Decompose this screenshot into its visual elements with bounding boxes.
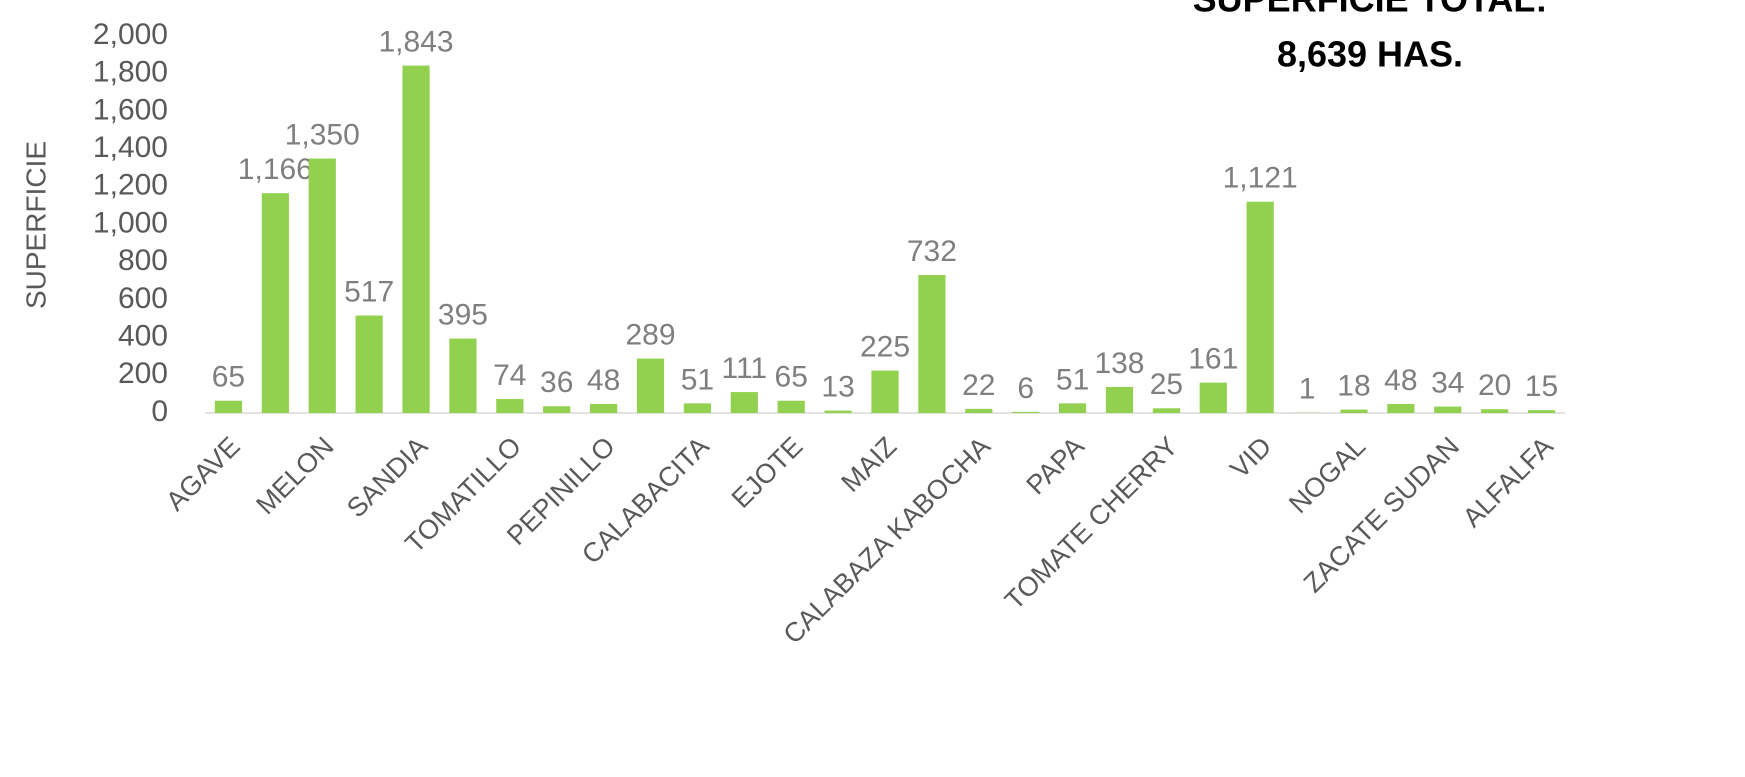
bar bbox=[1246, 201, 1274, 413]
value-label: 36 bbox=[540, 366, 573, 399]
x-tick-label: ALFALFA bbox=[1457, 431, 1559, 533]
y-tick-label: 1,800 bbox=[93, 56, 168, 89]
value-label: 65 bbox=[212, 361, 245, 394]
y-tick-label: 1,600 bbox=[93, 93, 168, 126]
value-label: 161 bbox=[1188, 343, 1238, 376]
value-label: 6 bbox=[1017, 372, 1034, 405]
value-label: 22 bbox=[962, 369, 995, 402]
y-tick-label: 2,000 bbox=[93, 18, 168, 51]
y-tick-label: 1,000 bbox=[93, 206, 168, 239]
value-label: 1,121 bbox=[1223, 162, 1298, 195]
y-axis-label: SUPERFICIE bbox=[20, 141, 51, 309]
y-tick-label: 800 bbox=[118, 244, 168, 277]
value-label: 25 bbox=[1150, 368, 1183, 401]
y-tick-label: 200 bbox=[118, 357, 168, 390]
bar bbox=[214, 400, 243, 413]
x-tick-label: VID bbox=[1224, 431, 1277, 484]
value-label: 13 bbox=[821, 370, 854, 403]
bar bbox=[1387, 403, 1415, 413]
value-label: 138 bbox=[1094, 347, 1144, 380]
x-tick-label: EJOTE bbox=[726, 431, 809, 514]
value-label: 34 bbox=[1431, 367, 1464, 400]
chart-subtitle: 8,639 HAS. bbox=[1277, 34, 1463, 75]
value-label: 18 bbox=[1337, 370, 1370, 403]
bar bbox=[730, 392, 758, 413]
value-label: 51 bbox=[1056, 363, 1089, 396]
bar bbox=[1058, 403, 1087, 413]
value-label: 20 bbox=[1478, 369, 1511, 402]
bar bbox=[355, 315, 383, 413]
value-label: 1,843 bbox=[378, 26, 453, 59]
bar bbox=[590, 403, 618, 413]
bar bbox=[1152, 408, 1180, 413]
x-tick-label: MAIZ bbox=[835, 431, 902, 498]
value-label: 1,350 bbox=[285, 118, 360, 151]
value-label: 289 bbox=[625, 318, 675, 351]
x-tick-label: NOGAL bbox=[1283, 431, 1371, 519]
value-label: 111 bbox=[722, 352, 768, 385]
value-label: 517 bbox=[344, 275, 394, 308]
bar bbox=[824, 410, 852, 413]
x-tick-label: TOMATE CHERRY bbox=[999, 431, 1184, 616]
value-label: 1,166 bbox=[238, 153, 313, 186]
bar bbox=[1434, 406, 1462, 413]
value-label: 225 bbox=[860, 331, 910, 364]
bar bbox=[918, 275, 946, 413]
value-label: 15 bbox=[1525, 370, 1558, 403]
bar bbox=[402, 65, 430, 414]
x-tick-label: SANDIA bbox=[341, 431, 433, 523]
y-tick-label: 400 bbox=[118, 320, 168, 353]
value-label: 732 bbox=[907, 235, 957, 268]
bar bbox=[496, 399, 524, 413]
bar bbox=[449, 338, 477, 413]
x-tick-label: MELON bbox=[250, 431, 339, 520]
bar bbox=[1340, 409, 1368, 413]
value-label: 51 bbox=[681, 363, 714, 396]
value-label: 65 bbox=[775, 361, 808, 394]
x-tick-label: PAPA bbox=[1021, 431, 1090, 500]
value-label: 48 bbox=[587, 364, 620, 397]
bar bbox=[636, 358, 665, 413]
bar bbox=[1012, 411, 1040, 413]
value-label: 74 bbox=[493, 359, 526, 392]
chart-title: SUPERFICIE TOTAL: bbox=[1193, 0, 1548, 20]
y-tick-label: 1,400 bbox=[93, 131, 168, 164]
x-tick-label: AGAVE bbox=[160, 431, 246, 517]
bar bbox=[683, 403, 712, 413]
y-tick-label: 600 bbox=[118, 282, 168, 315]
y-tick-label: 1,200 bbox=[93, 169, 168, 202]
bar bbox=[543, 406, 571, 413]
bar bbox=[1105, 386, 1134, 413]
value-label: 1 bbox=[1299, 373, 1316, 406]
bar bbox=[1199, 382, 1227, 413]
bar bbox=[1481, 409, 1509, 413]
bar bbox=[871, 370, 899, 413]
bar bbox=[777, 400, 805, 413]
value-label: 395 bbox=[438, 298, 488, 331]
value-label: 48 bbox=[1384, 364, 1417, 397]
bar bbox=[261, 193, 289, 413]
bar bbox=[965, 408, 993, 413]
bar bbox=[1527, 410, 1556, 413]
bar bbox=[308, 158, 336, 413]
y-tick-label: 0 bbox=[151, 395, 168, 428]
x-tick-label: ZACATE SUDAN bbox=[1298, 431, 1465, 598]
